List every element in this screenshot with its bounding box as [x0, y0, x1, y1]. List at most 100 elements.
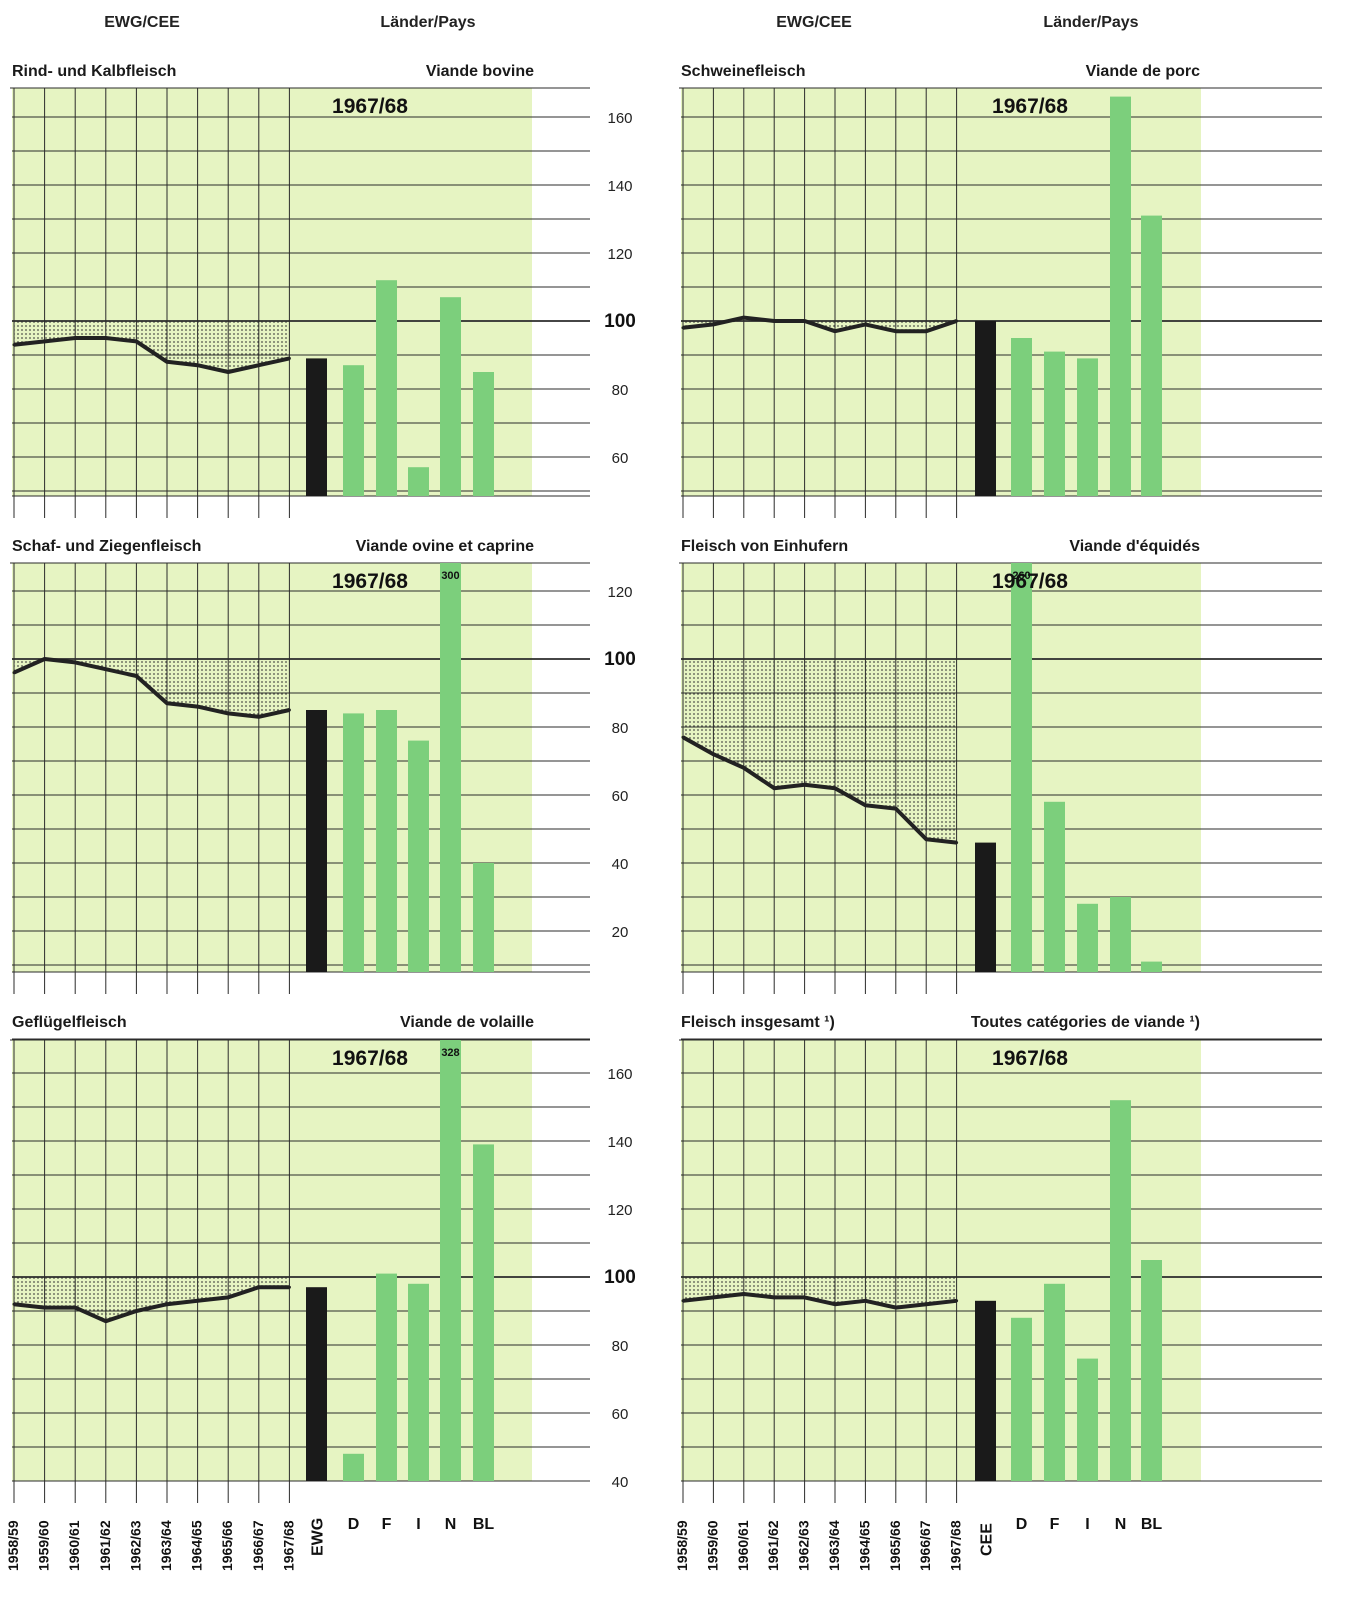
bar-N [1110, 897, 1131, 972]
bar-EWG [306, 710, 327, 972]
trend-point-1959/60 [43, 1306, 47, 1310]
trend-point-1967/68 [287, 356, 291, 360]
x-tick-1962/63: 1962/63 [796, 1520, 812, 1571]
y-tick-120: 120 [607, 246, 632, 263]
trend-point-1965/66 [894, 1306, 898, 1310]
trend-point-1961/62 [104, 1319, 108, 1323]
trend-point-1959/60 [711, 322, 715, 326]
year-label: 1967/68 [332, 95, 408, 118]
trend-point-1963/64 [165, 1302, 169, 1306]
bar-label-N: 328 [441, 1047, 459, 1059]
year-label: 1967/68 [992, 1047, 1068, 1070]
category-label-BL: BL [1141, 1516, 1163, 1533]
trend-point-1958/59 [681, 326, 685, 330]
category-label-D: D [348, 1516, 360, 1533]
panel-title-fr: Viande d'équidés [1069, 538, 1200, 555]
trend-point-1962/63 [134, 674, 138, 678]
trend-point-1966/67 [924, 329, 928, 333]
x-tick-1964/65: 1964/65 [189, 1520, 205, 1571]
bar-I [408, 740, 429, 972]
bar-CEE [975, 842, 996, 972]
trend-point-1958/59 [12, 1302, 16, 1306]
y-tick-100: 100 [604, 1267, 636, 1288]
y-tick-60: 60 [612, 788, 629, 805]
trend-point-1960/61 [73, 336, 77, 340]
y-tick-120: 120 [607, 1202, 632, 1219]
trend-point-1966/67 [257, 1285, 261, 1289]
panel-title-de: Schweinefleisch [681, 63, 806, 80]
bar-I [408, 467, 429, 496]
x-tick-1959/60: 1959/60 [36, 1520, 52, 1571]
panel-title-fr: Viande de volaille [400, 1014, 534, 1031]
trend-point-1966/67 [924, 837, 928, 841]
y-tick-60: 60 [612, 450, 629, 467]
trend-point-1959/60 [711, 1295, 715, 1299]
bar-F [1044, 1283, 1065, 1481]
y-tick-60: 60 [612, 1406, 629, 1423]
trend-point-1961/62 [104, 667, 108, 671]
panel-title-fr: Viande de porc [1086, 63, 1201, 80]
x-tick-1960/61: 1960/61 [735, 1520, 751, 1571]
trend-point-1965/66 [226, 711, 230, 715]
category-label-I: I [416, 1516, 420, 1533]
panel-beef: Rind- und Kalbfleisch Viande bovine 1967/6… [10, 63, 590, 518]
trend-line [682, 315, 958, 334]
trend-point-1959/60 [43, 339, 47, 343]
trend-point-1966/67 [257, 363, 261, 367]
bar-F [1044, 351, 1065, 496]
x-tick-1964/65: 1964/65 [856, 1520, 872, 1571]
y-tick-100: 100 [604, 311, 636, 332]
trend-point-1963/64 [165, 701, 169, 705]
bar-D [343, 365, 364, 496]
trend-point-1964/65 [863, 1299, 867, 1303]
year-label: 1967/68 [332, 1047, 408, 1070]
trend-point-1965/66 [894, 807, 898, 811]
header-left-laender: Länder/Pays [380, 14, 475, 31]
bar-N [440, 297, 461, 496]
trend-line [682, 1292, 957, 1310]
bar-D [1011, 1317, 1032, 1481]
x-tick-1967/68: 1967/68 [948, 1520, 964, 1571]
deficit-shading [683, 1277, 957, 1308]
x-tick-1963/64: 1963/64 [158, 1520, 174, 1571]
panel-sheep: 300 Schaf- und Ziegenfleisch Viande ovine … [10, 538, 590, 994]
y-tick-160: 160 [607, 1066, 632, 1083]
bar-D [1011, 563, 1032, 972]
trend-point-1961/62 [104, 336, 108, 340]
trend-point-1965/66 [894, 329, 898, 333]
panel-title-fr: Viande ovine et caprine [356, 538, 535, 555]
category-label-EWG: EWG [310, 1518, 327, 1556]
bar-I [1077, 1358, 1098, 1481]
y-tick-80: 80 [612, 382, 629, 399]
bar-I [1077, 903, 1098, 972]
category-label-N: N [1115, 1516, 1127, 1533]
bar-EWG [306, 358, 327, 496]
bar-D [1011, 338, 1032, 496]
trend-point-1963/64 [165, 360, 169, 364]
x-tick-1966/67: 1966/67 [250, 1520, 266, 1571]
year-label: 1967/68 [992, 570, 1068, 593]
bar-F [376, 1273, 397, 1481]
bar-label-D: 260 [1012, 570, 1030, 582]
trend-point-1967/68 [287, 1285, 291, 1289]
panel-title-de: Geflügelfleisch [12, 1014, 127, 1031]
y-tick-120: 120 [607, 584, 632, 601]
category-label-D: D [1016, 1516, 1028, 1533]
panel-poultry: 328 Geflügelfleisch Viande de volaille 1967… [5, 1014, 590, 1571]
bar-BL [473, 372, 494, 496]
x-tick-1958/59: 1958/59 [5, 1520, 21, 1571]
bar-BL [1141, 1260, 1162, 1481]
bar-label-N: 300 [441, 570, 459, 582]
trend-point-1960/61 [742, 766, 746, 770]
panel-title-de: Fleisch insgesamt ¹) [681, 1014, 835, 1031]
trend-point-1963/64 [833, 329, 837, 333]
x-tick-1965/66: 1965/66 [219, 1520, 235, 1571]
trend-point-1966/67 [924, 1302, 928, 1306]
trend-point-1959/60 [43, 657, 47, 661]
header-right-laender: Länder/Pays [1043, 14, 1138, 31]
deficit-shading [14, 321, 290, 372]
bar-N [1110, 96, 1131, 496]
panel-total: Fleisch insgesamt ¹) Toutes catégories de… [602, 1014, 1322, 1571]
trend-point-1964/65 [863, 322, 867, 326]
y-tick-40: 40 [612, 1474, 629, 1491]
